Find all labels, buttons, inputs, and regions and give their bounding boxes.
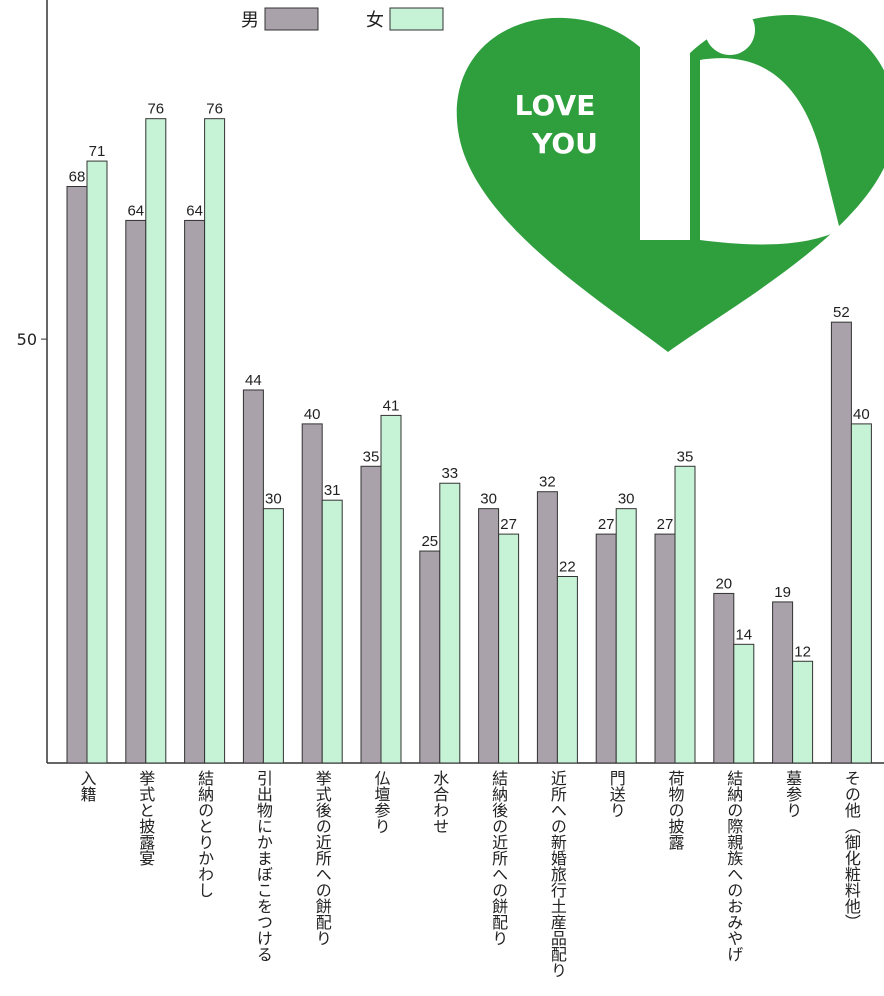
bar: [713, 592, 735, 764]
annotation: LOVE: [515, 89, 596, 122]
bar: [419, 550, 441, 764]
x-tick-label: 結納の際親族へのおみやげ: [724, 770, 743, 962]
bar: [792, 660, 814, 764]
x-tick-label: 挙式と披露宴: [136, 770, 155, 866]
data-label: 71: [89, 143, 106, 160]
x-tick-label: 挙式後の近所への餅配り: [313, 770, 332, 946]
data-label: 30: [265, 491, 282, 508]
bar: [674, 465, 696, 764]
data-label: 19: [774, 584, 791, 601]
bar: [321, 499, 343, 764]
data-label: 25: [421, 533, 438, 550]
x-tick-label: 入籍: [78, 770, 97, 802]
bar: [556, 575, 578, 764]
bar: [850, 423, 872, 764]
data-label: 68: [69, 169, 86, 186]
data-label: 35: [677, 448, 694, 465]
x-tick-label: 近所への新婚旅行土産品配り: [548, 770, 567, 978]
data-label: 20: [715, 575, 732, 592]
data-label: 40: [304, 406, 321, 423]
figure: [700, 58, 840, 245]
legend-swatch: [389, 7, 444, 31]
bouquet: [705, 5, 755, 55]
bar: [262, 508, 284, 764]
legend-swatch: [264, 7, 319, 31]
data-label: 12: [794, 643, 811, 660]
legend-label: 男: [241, 10, 259, 31]
x-tick-label: 墓参り: [783, 770, 802, 818]
data-label: 64: [186, 202, 203, 219]
bar: [86, 160, 108, 764]
data-label: 27: [500, 516, 517, 533]
x-tick-label: 結納後の近所への餅配り: [489, 770, 508, 946]
bar: [830, 321, 852, 764]
bar: [301, 423, 323, 764]
bar: [184, 219, 206, 764]
bar: [360, 465, 382, 764]
data-label: 31: [324, 482, 341, 499]
x-tick-label: 仏壇参り: [372, 770, 391, 834]
data-label: 41: [383, 397, 400, 414]
data-label: 44: [245, 372, 262, 389]
figure: [640, 0, 690, 240]
bar: [772, 601, 794, 764]
data-label: 76: [206, 101, 223, 118]
data-label: 64: [127, 202, 144, 219]
bar: [380, 414, 402, 764]
data-label: 32: [539, 474, 556, 491]
data-label: 33: [441, 465, 458, 482]
bar: [733, 643, 755, 764]
x-tick-label: 門送り: [607, 770, 626, 818]
bar: [125, 219, 147, 764]
bar: [145, 118, 167, 764]
bar: [204, 118, 226, 764]
y-tick-label: 50: [17, 330, 37, 349]
legend-label: 女: [366, 10, 384, 31]
bar: [536, 491, 558, 764]
data-label: 22: [559, 558, 576, 575]
x-tick-label: 荷物の披露: [666, 770, 685, 850]
x-tick-label: 水合わせ: [430, 770, 449, 834]
bar: [478, 508, 500, 764]
data-label: 30: [618, 491, 635, 508]
x-tick-label: 結納のとりかわし: [195, 770, 214, 898]
bar: [242, 389, 264, 764]
bar: [615, 508, 637, 764]
data-label: 76: [147, 101, 164, 118]
data-label: 27: [657, 516, 674, 533]
x-tick-label: 引出物にかまぼこをつける: [254, 770, 273, 962]
bar: [439, 482, 461, 764]
annotation: YOU: [531, 127, 598, 160]
data-label: 40: [853, 406, 870, 423]
data-label: 14: [735, 626, 752, 643]
bar: [498, 533, 520, 764]
data-label: 52: [833, 304, 850, 321]
data-label: 30: [480, 491, 497, 508]
x-tick-label: その他（御化粧料他）: [842, 770, 861, 930]
data-label: 27: [598, 516, 615, 533]
bar: [66, 186, 88, 764]
heart-decoration: [456, 0, 884, 352]
bar: [654, 533, 676, 764]
bar: [595, 533, 617, 764]
data-label: 35: [363, 448, 380, 465]
